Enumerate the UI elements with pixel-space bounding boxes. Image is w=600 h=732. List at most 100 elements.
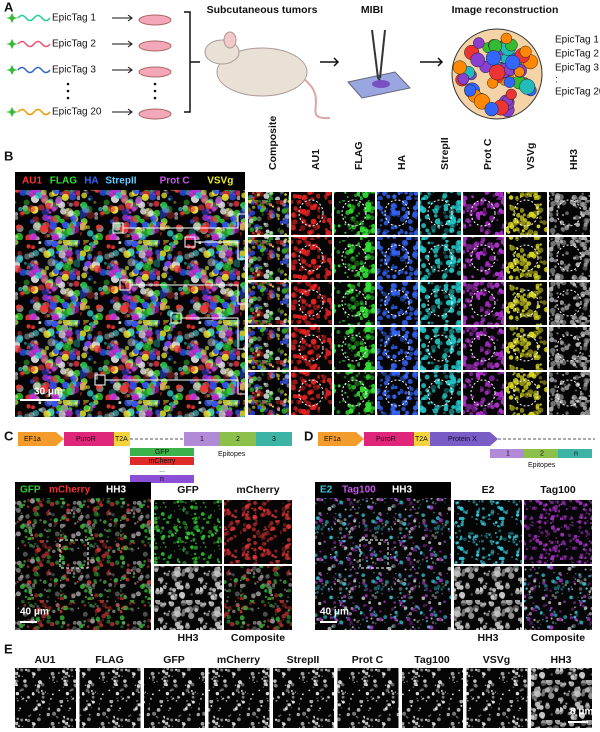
scale-label: 40 μm: [20, 607, 49, 618]
channel-label: mCherry: [49, 485, 91, 496]
cell-outline: [470, 289, 496, 317]
legend-label: EpicTag 1: [555, 35, 599, 46]
channel-label: StrepII: [105, 176, 136, 187]
zoom-image: [524, 566, 592, 630]
zoom-image: [463, 282, 504, 325]
cell: [484, 102, 499, 117]
cell-outline: [556, 379, 582, 407]
zoom-image: [334, 327, 375, 370]
channel-image: [402, 668, 463, 728]
legend-label: :: [555, 75, 558, 86]
cell-outline: [556, 244, 582, 272]
star: [6, 13, 18, 23]
protein-label: ...: [159, 467, 165, 474]
overview-image: [15, 482, 151, 630]
panel-label: A: [4, 0, 14, 14]
panel-title: Tag100: [540, 484, 576, 496]
channel-label: GFP: [20, 485, 41, 496]
cell-outline: [556, 199, 582, 227]
roi-line: [105, 379, 246, 395]
peptide: [17, 66, 51, 74]
zoom-image: [420, 237, 461, 280]
linker-label: T2A: [415, 436, 428, 443]
channel-label: Prot C: [160, 176, 190, 187]
tag-label: EpicTag 2: [52, 39, 96, 50]
zoom-image: [291, 327, 332, 370]
cell-outline: [513, 289, 539, 317]
cell: [457, 73, 470, 85]
column-header: AU1: [34, 654, 55, 666]
zoom-image: [377, 237, 418, 280]
legend-label: EpicTag 3: [555, 63, 599, 74]
zoom-image: [549, 282, 590, 325]
cell-outline: [470, 379, 496, 407]
cell-outline: [427, 334, 453, 362]
peptide: [17, 108, 51, 116]
protein: [130, 448, 194, 456]
zoom-image: [334, 372, 375, 415]
zoom-image: [549, 237, 590, 280]
dot: [66, 89, 70, 93]
roi-box: [59, 539, 89, 569]
cell-outline: [298, 289, 324, 317]
scale-label: 8 μm: [570, 707, 593, 718]
channel-label: VSVg: [207, 176, 233, 187]
peptide: [17, 14, 51, 22]
cell-outline: [513, 334, 539, 362]
panel-label: B: [4, 148, 13, 163]
cell: [464, 84, 477, 97]
zoom-image: [420, 282, 461, 325]
roi-line: [181, 317, 246, 350]
channel-label: HA: [84, 176, 98, 187]
cell-outline: [470, 199, 496, 227]
cell-outline: [556, 334, 582, 362]
zoom-image: [463, 327, 504, 370]
linker: [114, 432, 130, 446]
zoom-image: [248, 237, 289, 280]
zoom-image: [291, 192, 332, 235]
panel-label: E: [4, 641, 13, 656]
step-label: Subcutaneous tumors: [207, 4, 318, 16]
channel-image: [79, 668, 141, 728]
resistance: [364, 432, 414, 446]
cell: [485, 50, 502, 66]
cell-outline: [427, 289, 453, 317]
legend-label: EpicTag 20: [555, 87, 600, 98]
panel-title: Composite: [231, 632, 285, 644]
zoom-image: [506, 237, 547, 280]
zoom-image: [377, 282, 418, 325]
column-header: AU1: [310, 149, 322, 170]
cell-outline: [341, 379, 367, 407]
overview-image: [315, 482, 451, 630]
zoom-image: [377, 192, 418, 235]
zoom-image: [549, 192, 590, 235]
dish: [138, 108, 172, 120]
panel-title: mCherry: [236, 484, 279, 496]
arrow: [112, 14, 133, 22]
cell: [470, 52, 485, 68]
promoter-label: EF1a: [324, 436, 341, 443]
epitope-label: 2: [540, 450, 544, 457]
zoom-image: [506, 192, 547, 235]
epitope: [184, 432, 220, 446]
protein-label: Protein X: [448, 436, 477, 443]
cell-outline: [298, 244, 324, 272]
zoom-image: [549, 327, 590, 370]
column-header: VSVg: [525, 143, 537, 170]
column-header: HH3: [568, 149, 580, 170]
panel-title: HH3: [477, 632, 498, 644]
promoter: [318, 432, 364, 446]
channel-label: E2: [320, 485, 333, 496]
roi-line: [130, 284, 246, 305]
dish: [138, 14, 172, 26]
column-header: FLAG: [353, 141, 365, 170]
cell: [452, 60, 467, 75]
panel-label: D: [304, 428, 313, 443]
overlay-bar: [15, 172, 245, 190]
column-header: Composite: [267, 116, 279, 170]
cell: [505, 88, 517, 100]
step-label: Image reconstruction: [452, 4, 559, 16]
overlay-bar: [315, 482, 451, 498]
panel-title: E2: [482, 484, 495, 496]
zoom-image: [377, 327, 418, 370]
